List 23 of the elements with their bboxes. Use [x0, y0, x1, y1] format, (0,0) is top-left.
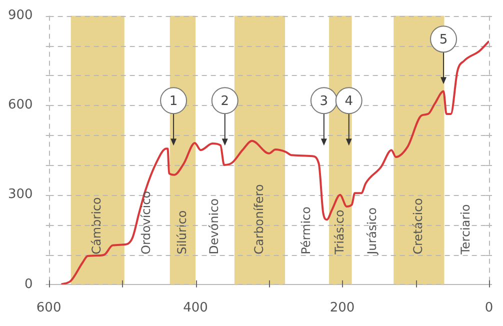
- y-tick-label: 600: [8, 98, 33, 113]
- y-tick-label: 900: [8, 8, 33, 24]
- annotation: Terciario: [458, 204, 473, 256]
- band-label: Carbonífero: [252, 184, 266, 254]
- annotation: 1: [169, 94, 178, 109]
- annotation: 2: [220, 94, 230, 109]
- band-label: Silúrico: [174, 210, 189, 254]
- y-tick-label: 0: [24, 276, 33, 292]
- annotation: 3: [320, 94, 328, 109]
- annotation: Jurásico: [364, 207, 379, 256]
- x-tick-label: 0: [484, 300, 494, 316]
- annotation: 4: [344, 94, 354, 109]
- band-label: Triásico: [332, 210, 347, 256]
- x-tick-label: 400: [183, 300, 208, 316]
- band-label: Cretácico: [411, 198, 426, 254]
- annotation: 5: [439, 32, 448, 48]
- y-tick-label: 300: [8, 187, 33, 202]
- band-label: Cámbrico: [90, 197, 104, 254]
- annotation: Pérmico: [299, 206, 314, 254]
- x-tick-label: 600: [36, 300, 62, 316]
- x-tick-label: 200: [330, 300, 355, 316]
- annotation: Ordovícico: [139, 190, 154, 254]
- annotation: Devónico: [207, 198, 222, 254]
